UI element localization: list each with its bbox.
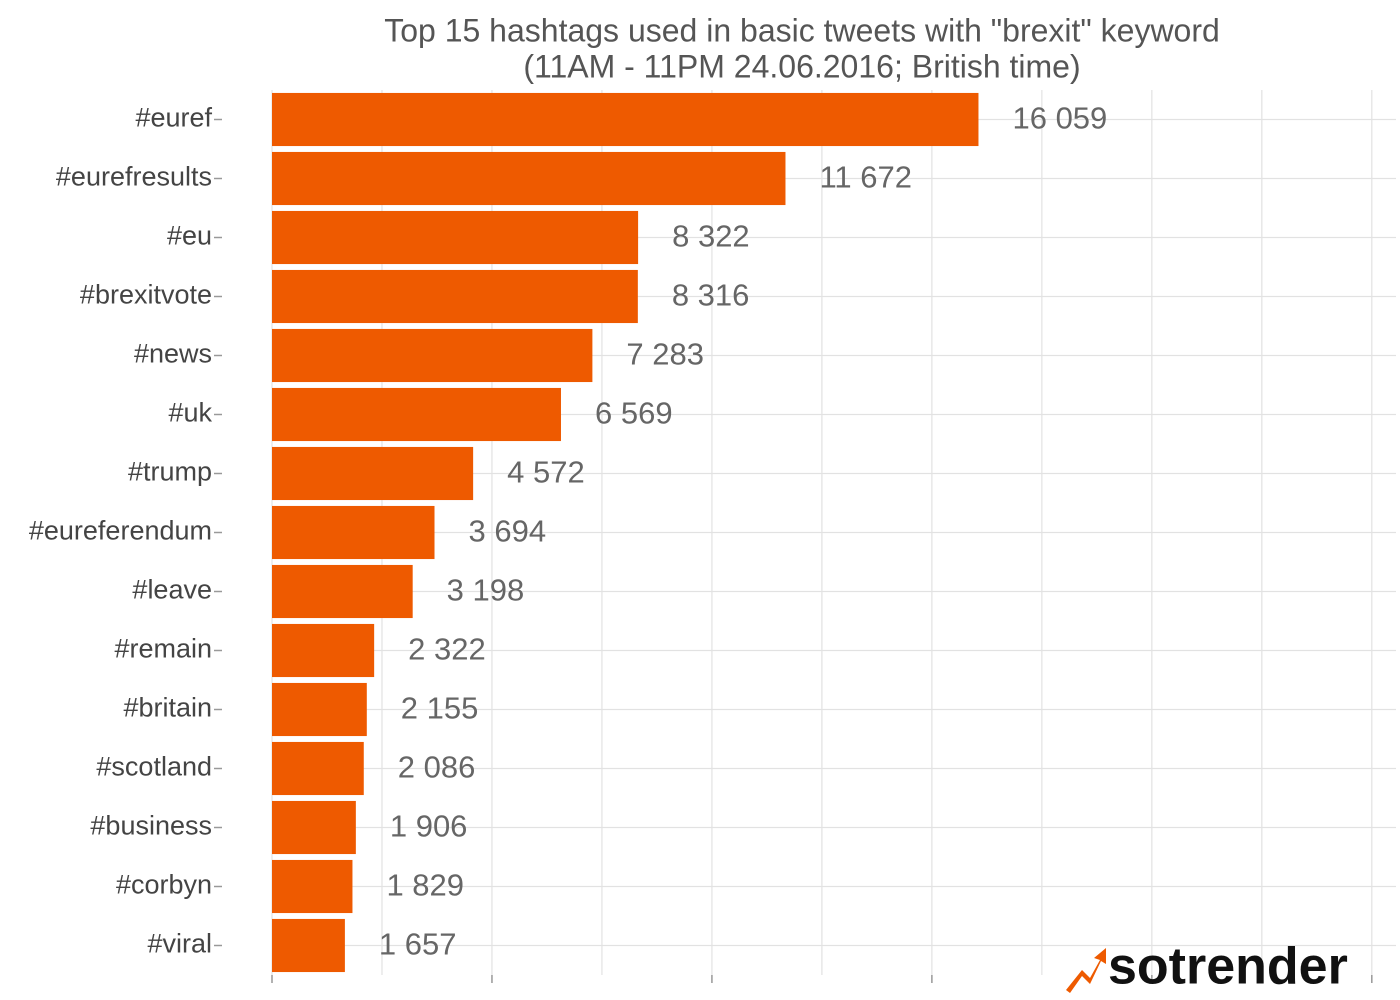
chart-title: Top 15 hashtags used in basic tweets wit… — [384, 12, 1220, 48]
value-label: 6 569 — [595, 396, 673, 431]
y-tick-label: #britain — [123, 693, 212, 723]
bar — [272, 92, 979, 147]
value-label: 2 155 — [401, 691, 479, 726]
bar — [272, 564, 413, 619]
logo-text: sotrender — [1108, 938, 1348, 996]
bar — [272, 328, 593, 383]
y-tick-label: #business — [90, 811, 212, 841]
y-tick-label: #eu — [167, 221, 212, 251]
value-label: 2 086 — [398, 750, 476, 785]
value-label: 3 198 — [447, 573, 525, 608]
bar — [272, 387, 561, 442]
bar — [272, 800, 356, 855]
y-tick-label: #eurefresults — [56, 162, 212, 192]
y-tick-label: #brexitvote — [80, 280, 212, 310]
logo: sotrender — [1066, 938, 1348, 996]
y-tick-label: #uk — [168, 398, 212, 428]
value-label: 16 059 — [1012, 101, 1107, 136]
value-label: 11 672 — [819, 160, 912, 195]
bar — [272, 151, 786, 206]
value-label: 8 316 — [672, 278, 750, 313]
y-tick-label: #remain — [114, 634, 212, 664]
y-tick-label: #eureferendum — [29, 516, 212, 546]
bar — [272, 269, 638, 324]
bar — [272, 682, 367, 737]
value-label: 8 322 — [672, 219, 750, 254]
logo-icon — [1066, 948, 1106, 993]
bar — [272, 210, 639, 265]
value-label: 1 657 — [379, 927, 457, 962]
chart-subtitle: (11AM - 11PM 24.06.2016; British time) — [523, 48, 1080, 84]
y-tick-label: #corbyn — [116, 870, 212, 900]
bar — [272, 741, 364, 796]
bar — [272, 505, 435, 560]
bar — [272, 623, 375, 678]
value-label: 4 572 — [507, 455, 585, 490]
value-label: 3 694 — [469, 514, 547, 549]
bar — [272, 918, 345, 973]
y-tick-label: #euref — [135, 103, 212, 133]
value-label: 1 829 — [386, 868, 464, 903]
value-label: 7 283 — [626, 337, 704, 372]
bar — [272, 859, 353, 914]
y-tick-label: #scotland — [96, 752, 212, 782]
bar — [272, 446, 474, 501]
value-label: 1 906 — [390, 809, 468, 844]
y-tick-label: #news — [134, 339, 212, 369]
y-tick-label: #trump — [128, 457, 212, 487]
y-tick-label: #leave — [132, 575, 212, 605]
y-tick-label: #viral — [147, 929, 212, 959]
value-label: 2 322 — [408, 632, 486, 667]
